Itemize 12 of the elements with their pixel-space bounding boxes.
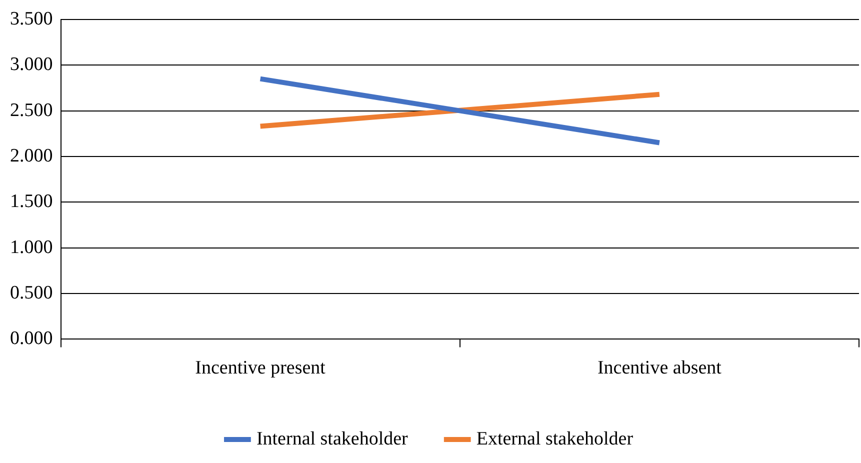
y-tick-label: 3.500 <box>10 8 53 30</box>
y-tick-label: 0.500 <box>10 282 53 304</box>
y-tick-label: 3.000 <box>10 54 53 76</box>
y-tick-label: 0.000 <box>10 328 53 350</box>
y-tick-label: 1.500 <box>10 191 53 212</box>
y-tick-label: 2.000 <box>10 145 53 166</box>
legend-label: External stakeholder <box>476 428 634 450</box>
y-tick-label: 1.000 <box>10 236 53 258</box>
x-tick-label: Incentive absent <box>597 358 722 379</box>
y-tick-label: 2.500 <box>10 100 53 121</box>
x-tick-label: Incentive present <box>195 358 326 379</box>
legend-label: Internal stakeholder <box>256 428 409 450</box>
